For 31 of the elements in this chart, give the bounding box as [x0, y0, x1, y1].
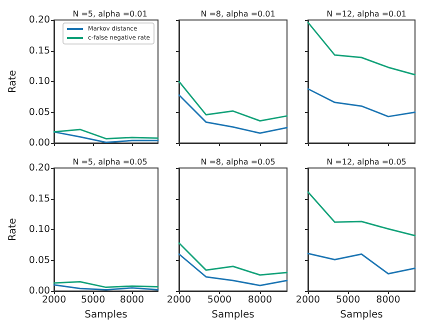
x-tick-label: 8000 [120, 294, 144, 306]
chart-title: N =5, alpha =0.05 [72, 158, 148, 166]
x-tick-label: 2000 [166, 294, 192, 306]
chart-title: N =12, alpha =0.05 [326, 158, 406, 166]
y-tick-label: 0.15 [28, 193, 50, 204]
y-axis-title: Rate [8, 218, 18, 241]
x-tick-label: 8000 [248, 294, 272, 306]
y-tick-label: 0.15 [28, 45, 50, 56]
y-tick-label: 0.00 [28, 286, 50, 296]
y-tick-label: 0.05 [28, 254, 50, 266]
x-tick-label: 8000 [376, 294, 400, 306]
y-tick-label: 0.20 [28, 162, 50, 174]
y-tick-label: 0.10 [28, 76, 50, 87]
chart-title: N =5, alpha =0.01 [72, 10, 148, 18]
y-tick-label: 0.05 [28, 106, 50, 118]
x-tick-label: 2000 [296, 294, 320, 306]
y-tick-label: 0.10 [28, 224, 50, 235]
y-tick-label: 0.20 [28, 14, 50, 26]
x-tick-label: 2000 [42, 294, 66, 306]
y-tick-label: 0.00 [28, 138, 50, 148]
chart-title: N =12, alpha =0.01 [326, 10, 406, 18]
x-tick-label: 5000 [336, 294, 360, 306]
x-tick-label: 5000 [207, 294, 232, 306]
chart-title: N =8, alpha =0.01 [200, 10, 276, 18]
y-axis-title: Rate [8, 70, 18, 93]
chart-title: N =8, alpha =0.05 [200, 158, 276, 166]
x-tick-label: 5000 [80, 294, 106, 306]
line-series [53, 128, 159, 140]
x-axis-title: Samples [340, 309, 383, 320]
x-axis-title: Samples [84, 309, 128, 320]
x-axis-title: Samples [212, 309, 254, 320]
